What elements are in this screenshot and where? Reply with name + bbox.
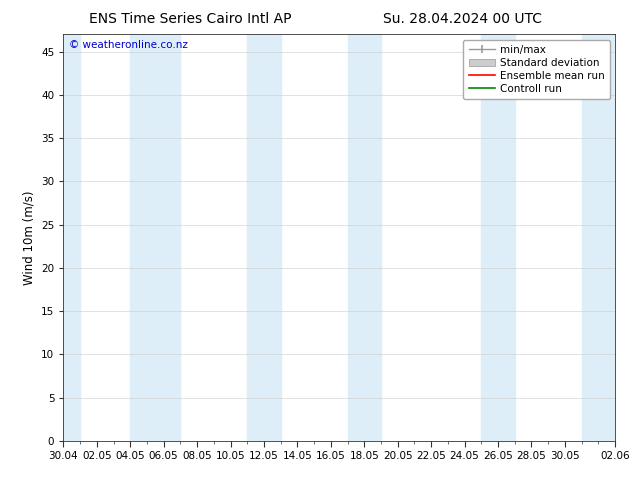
Bar	[481, 34, 515, 441]
Text: Su. 28.04.2024 00 UTC: Su. 28.04.2024 00 UTC	[384, 12, 542, 26]
Bar	[347, 34, 381, 441]
Y-axis label: Wind 10m (m/s): Wind 10m (m/s)	[23, 191, 36, 285]
Bar	[63, 34, 80, 441]
Bar	[247, 34, 281, 441]
Text: ENS Time Series Cairo Intl AP: ENS Time Series Cairo Intl AP	[89, 12, 292, 26]
Bar	[581, 34, 615, 441]
Legend: min/max, Standard deviation, Ensemble mean run, Controll run: min/max, Standard deviation, Ensemble me…	[463, 40, 610, 99]
Text: © weatheronline.co.nz: © weatheronline.co.nz	[69, 40, 188, 50]
Bar	[130, 34, 181, 441]
